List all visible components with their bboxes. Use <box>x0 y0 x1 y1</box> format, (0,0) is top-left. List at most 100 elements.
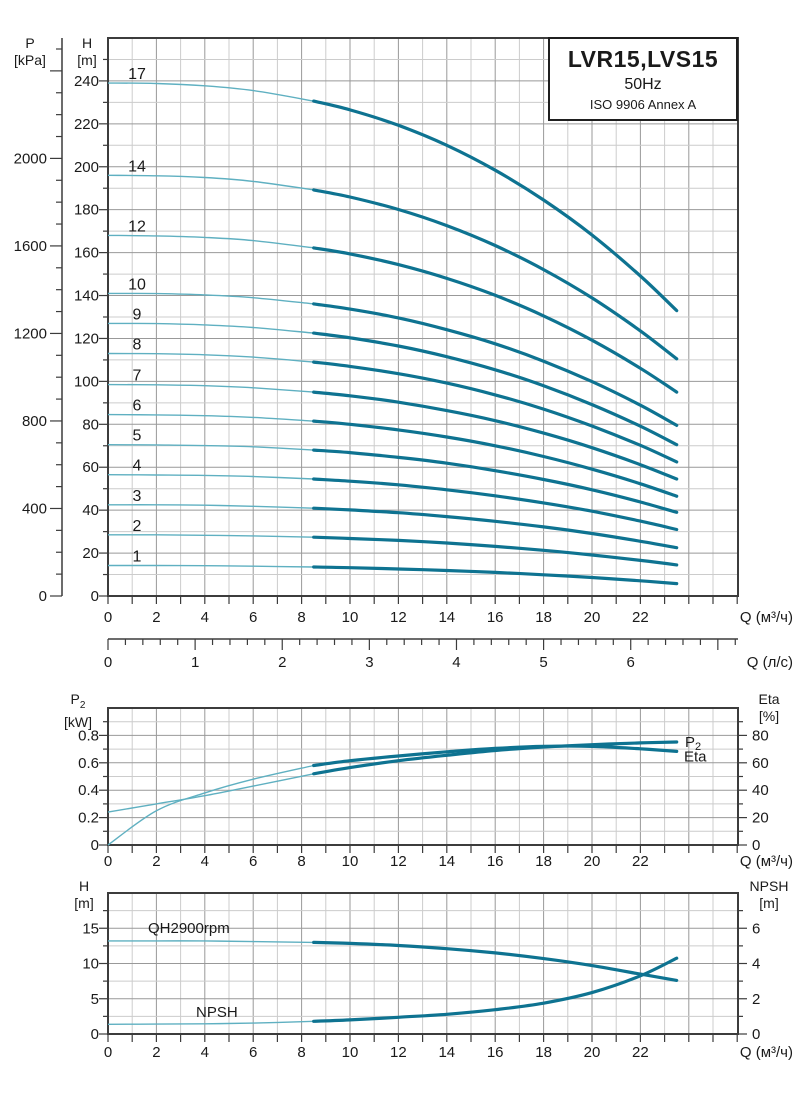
frequency-label: 50Hz <box>624 76 662 93</box>
flow-tick-label: 20 <box>584 853 601 870</box>
head-tick-label: 60 <box>82 459 99 476</box>
pressure-tick-label: 1200 <box>14 325 47 342</box>
head-tick-label: 100 <box>74 373 99 390</box>
eta-tick-label: 80 <box>752 727 769 744</box>
flow-tick-label: 2 <box>152 609 160 626</box>
pressure-axis-header: P [kPa] <box>6 35 54 69</box>
npsh-tick-label: 0 <box>752 1026 760 1043</box>
stage-label-2: 2 <box>133 518 142 535</box>
power-tick-label: 0.8 <box>78 727 99 744</box>
npsh-tick-label: 4 <box>752 956 760 973</box>
eta-axis-symbol: Eta <box>758 691 780 707</box>
flow-tick-label: 0 <box>104 1044 112 1061</box>
flow-tick-label: 18 <box>535 609 552 626</box>
head-axis-symbol: H <box>81 35 93 51</box>
flow-ls-tick-label: 0 <box>104 654 112 671</box>
stage-label-3: 3 <box>133 488 142 505</box>
pressure-axis-unit: [kPa] <box>14 52 46 68</box>
qh-curve-6-thin <box>107 413 314 422</box>
head-small-tick-label: 10 <box>82 956 99 973</box>
flow-tick-label: 22 <box>632 1044 649 1061</box>
head-tick-label: 200 <box>74 159 99 176</box>
flow-tick-label: 14 <box>438 1044 455 1061</box>
curve-npsh-thick <box>312 956 679 1023</box>
curve-label-qh2900rpm: QH2900rpm <box>148 920 230 937</box>
flow-ls-axis-label: Q (л/с) <box>747 654 793 671</box>
qh-curve-6-thick <box>312 419 679 498</box>
flow-tick-label: 20 <box>584 609 601 626</box>
flow-tick-label: 8 <box>297 853 305 870</box>
stage-label-4: 4 <box>133 458 142 475</box>
power-tick-label: 0.4 <box>78 782 99 799</box>
flow-tick-label: 10 <box>342 1044 359 1061</box>
flow-tick-label: 8 <box>297 609 305 626</box>
head-tick-label: 40 <box>82 502 99 519</box>
npsh-tick-label: 2 <box>752 991 760 1008</box>
qh-curve-9-thick <box>312 331 679 447</box>
power-tick-label: 0.2 <box>78 810 99 827</box>
flow-tick-label: 16 <box>487 853 504 870</box>
curve-qh2900rpm-thick <box>312 940 679 982</box>
flow-tick-label: 2 <box>152 1044 160 1061</box>
head-axis-header: H [m] <box>63 35 111 69</box>
qh-curve-9-thin <box>107 322 314 334</box>
flow-ls-tick-label: 5 <box>539 654 547 671</box>
flow-tick-label: 16 <box>487 609 504 626</box>
pressure-tick-label: 0 <box>39 588 47 605</box>
eta-tick-label: 0 <box>752 837 760 854</box>
pressure-tick-label: 2000 <box>14 150 47 167</box>
qh-curve-10-thick <box>312 302 679 427</box>
flow-tick-label: 22 <box>632 609 649 626</box>
head-small-axis-symbol: H <box>78 878 90 894</box>
stage-label-7: 7 <box>133 368 142 385</box>
head-tick-label: 220 <box>74 116 99 133</box>
flow-tick-label: 0 <box>104 853 112 870</box>
flow-tick-label: 14 <box>438 853 455 870</box>
stage-label-9: 9 <box>133 306 142 323</box>
qh-curve-4-thin <box>107 474 314 480</box>
pressure-tick-label: 1600 <box>14 238 47 255</box>
head-tick-label: 80 <box>82 416 99 433</box>
head-small-tick-label: 5 <box>91 991 99 1008</box>
stage-label-5: 5 <box>133 428 142 445</box>
curve-eta-thin <box>107 764 314 846</box>
curve-p2-thin <box>107 773 314 813</box>
stage-label-1: 1 <box>133 549 142 566</box>
flow-axis-label: Q (м³/ч) <box>740 853 793 870</box>
main-qh-chart: 0 2 4 6 8 10 12 14 16 18 20 22 Q (м³/ч)0204060801001… <box>14 37 793 671</box>
flow-ls-tick-label: 2 <box>278 654 286 671</box>
flow-tick-label: 0 <box>104 609 112 626</box>
qh-curve-14-thin <box>107 174 314 191</box>
flow-ls-tick-label: 3 <box>365 654 373 671</box>
npsh-tick-label: 6 <box>752 920 760 937</box>
eta-tick-label: 40 <box>752 782 769 799</box>
pressure-axis-symbol: P <box>25 35 35 51</box>
flow-axis-label: Q (м³/ч) <box>740 1044 793 1061</box>
eta-tick-label: 20 <box>752 810 769 827</box>
flow-tick-label: 6 <box>249 1044 257 1061</box>
flow-tick-label: 8 <box>297 1044 305 1061</box>
qh-curve-2-thick <box>312 535 679 567</box>
npsh-axis-symbol: NPSH <box>749 878 789 894</box>
qh-curve-8-thin <box>107 352 314 363</box>
head-tick-label: 0 <box>91 588 99 605</box>
flow-ls-tick-label: 1 <box>191 654 199 671</box>
flow-tick-label: 12 <box>390 1044 407 1061</box>
power-tick-label: 0 <box>91 837 99 854</box>
pump-model-title: LVR15,LVS15 <box>567 46 719 72</box>
head-axis-unit: [m] <box>77 52 97 68</box>
flow-tick-label: 4 <box>201 853 209 870</box>
head-small-axis-header: H [m] <box>60 878 108 912</box>
flow-tick-label: 12 <box>390 853 407 870</box>
eta-axis-header: Eta [%] <box>744 691 794 725</box>
flow-tick-label: 16 <box>487 1044 504 1061</box>
eta-tick-label: 60 <box>752 755 769 772</box>
curve-label-eta: Eta <box>684 748 707 765</box>
qh-curve-1-thick <box>312 565 679 586</box>
flow-tick-label: 4 <box>201 1044 209 1061</box>
stage-label-6: 6 <box>133 398 142 415</box>
flow-tick-label: 6 <box>249 853 257 870</box>
qh-curve-5-thin <box>107 444 314 451</box>
qh-curve-1-thin <box>108 564 314 568</box>
